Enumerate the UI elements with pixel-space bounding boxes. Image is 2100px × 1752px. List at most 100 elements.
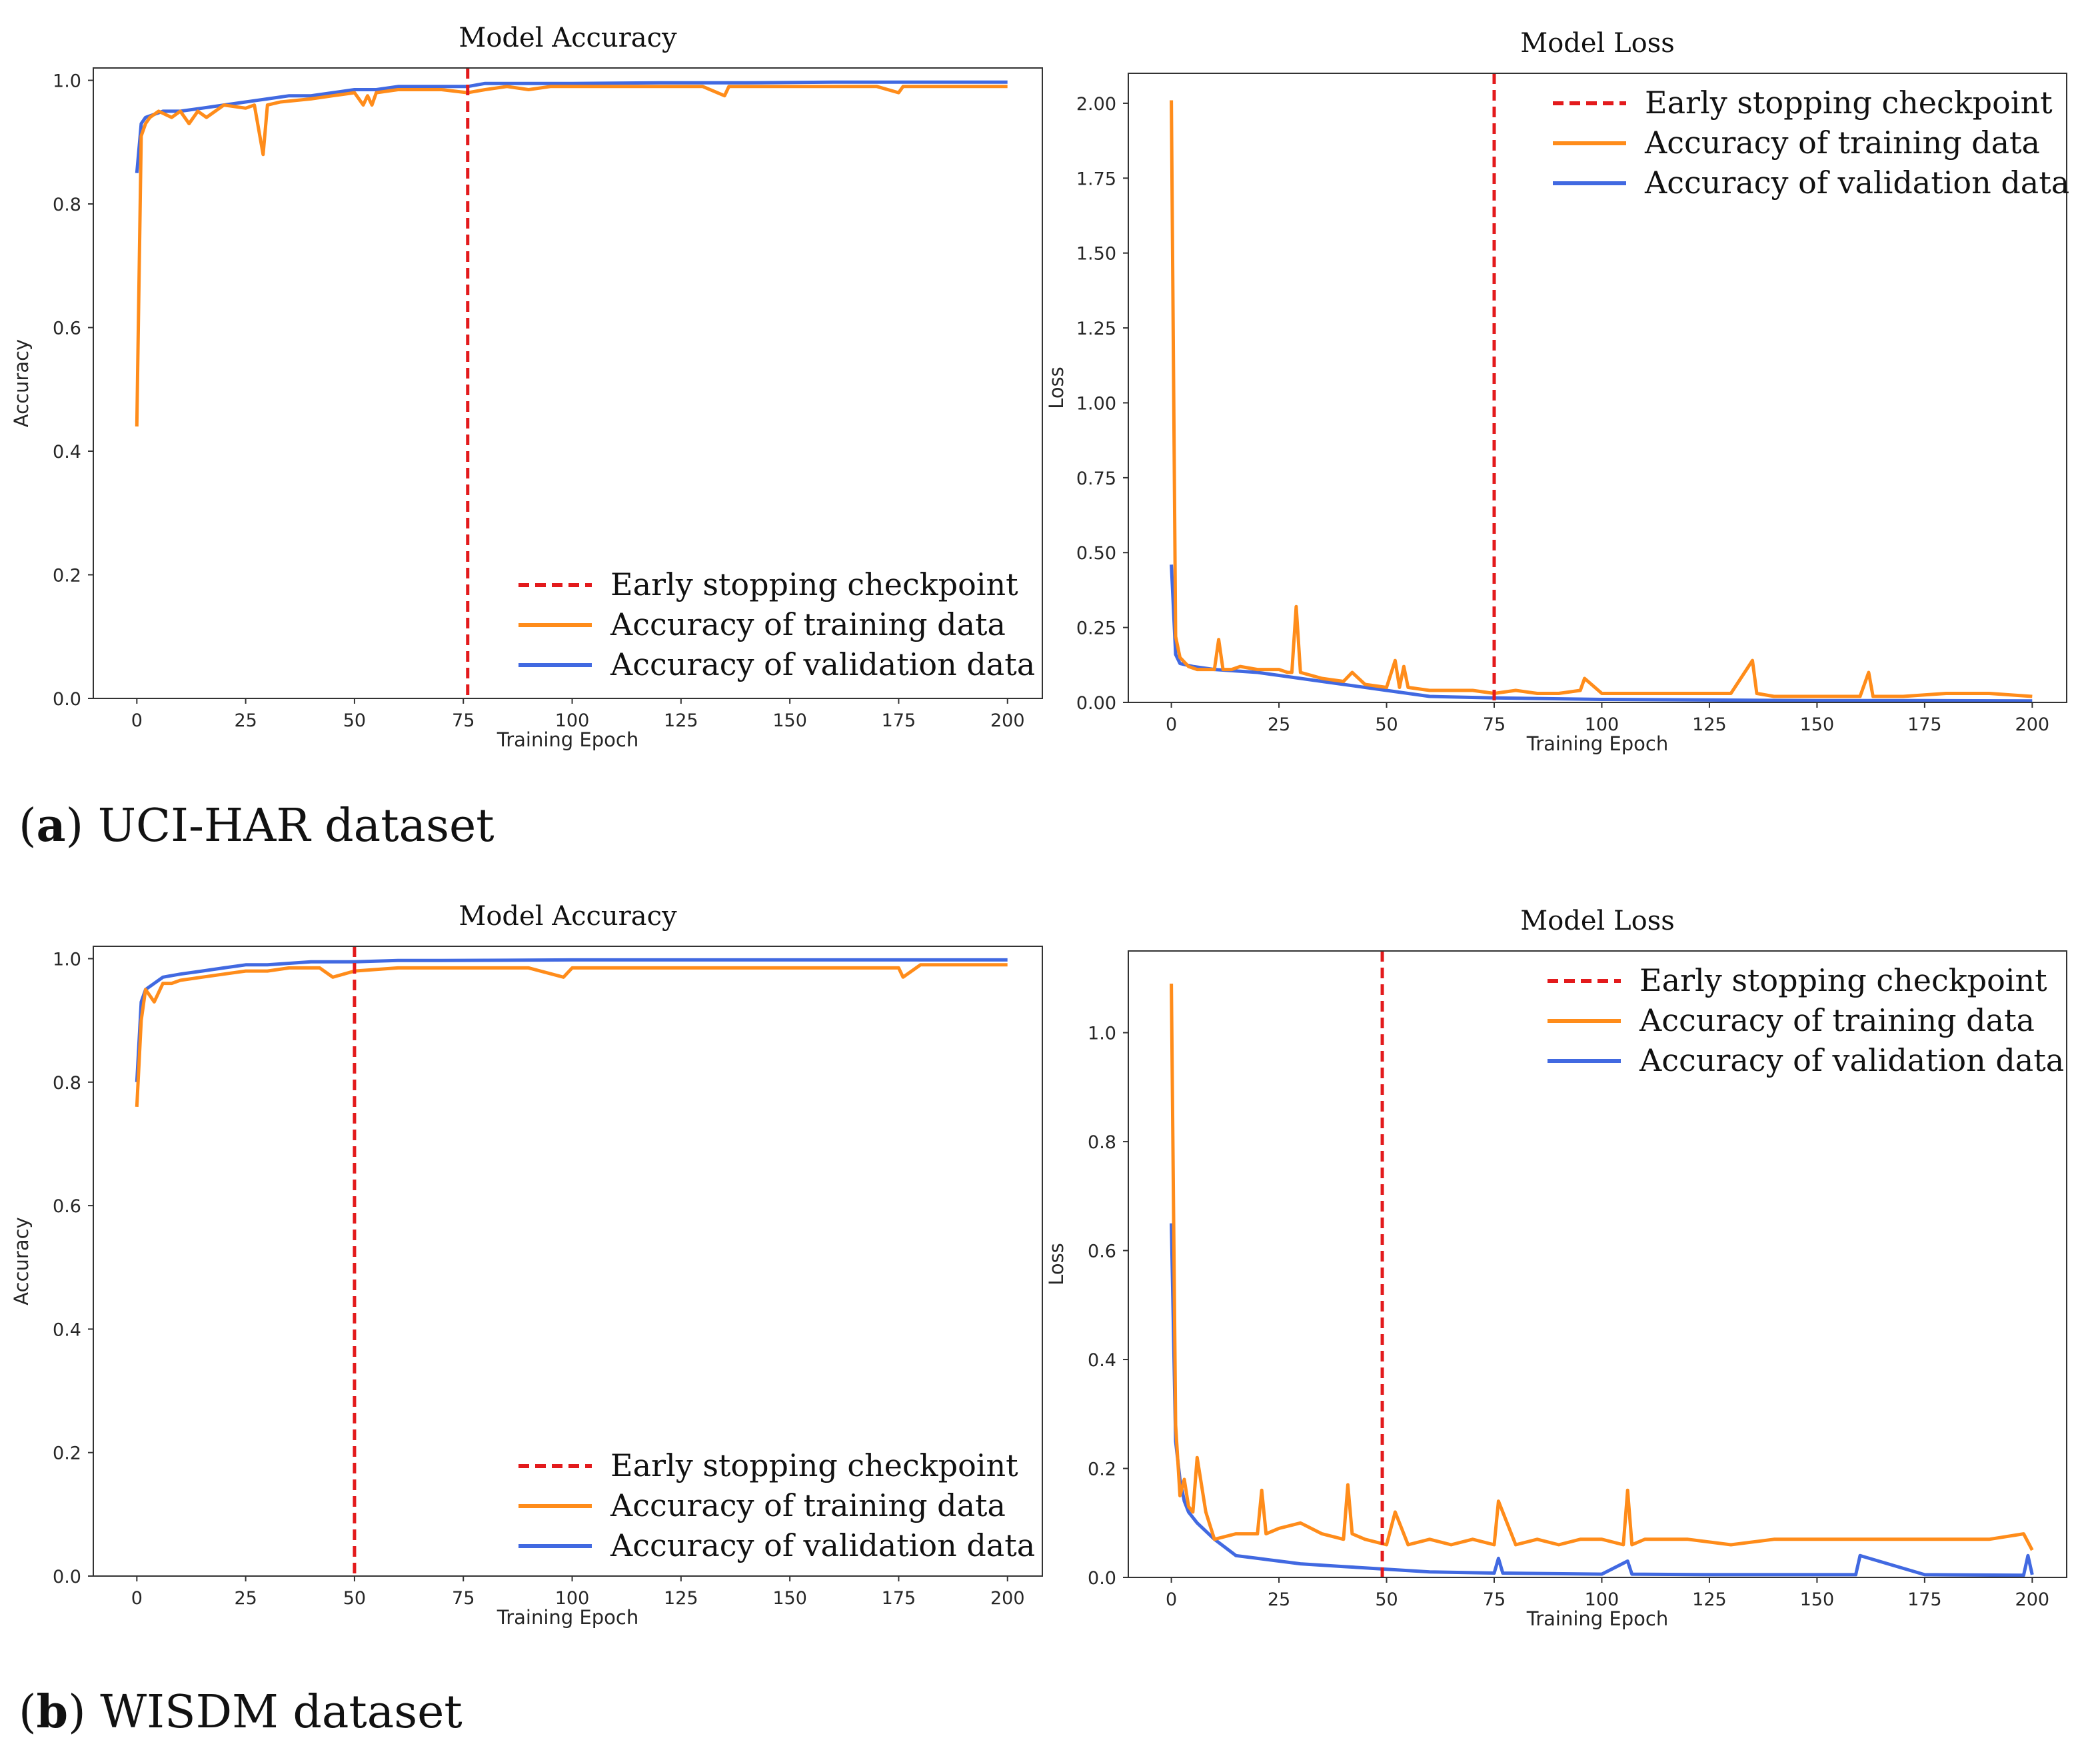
- chart-3-title: Model Accuracy: [459, 901, 677, 932]
- chart-4-xtick-label-0: 0: [1166, 1589, 1177, 1610]
- chart-4-legend: Early stopping checkpoint Accuracy of tra…: [1548, 962, 2064, 1078]
- chart-2-ytick-label-3: 0.75: [1076, 468, 1116, 489]
- chart-1-xtick-label-0: 0: [131, 710, 143, 731]
- chart-4-ytick-label-4: 0.8: [1088, 1132, 1116, 1153]
- chart-3-ytick-label-4: 0.8: [53, 1073, 81, 1094]
- chart-1-xtick-label-4: 100: [555, 710, 590, 731]
- chart-3-xtick-label-5: 125: [664, 1588, 698, 1609]
- chart-panel-1: Model Accuracy 0 25 50 75 100 125 150 175 200 0.0 0…: [10, 23, 1043, 751]
- chart-2-series-training-line: [1170, 100, 2033, 698]
- chart-2-xtick-label-8: 200: [2015, 714, 2050, 735]
- chart-1-legend: Early stopping checkpoint Accuracy of tra…: [519, 566, 1035, 682]
- chart-1-title: Model Accuracy: [459, 23, 677, 53]
- chart-3-xtick-label-8: 200: [990, 1588, 1025, 1609]
- chart-1-series-validation-line: [135, 80, 1008, 173]
- caption-b: (b) WISDM dataset: [19, 1685, 463, 1739]
- chart-1-frame: [93, 67, 1043, 699]
- chart-1-ytick-label-4: 0.8: [53, 195, 81, 215]
- chart-1-legend-label-1: Accuracy of training data: [610, 606, 1006, 642]
- chart-2-ytick-label-5: 1.25: [1076, 319, 1116, 339]
- chart-1-ytick-label-3: 0.6: [53, 319, 81, 339]
- chart-1-ylabel: Accuracy: [10, 339, 33, 427]
- chart-1-ytick-label-1: 0.2: [53, 566, 81, 586]
- chart-3-ytick-label-5: 1.0: [53, 950, 81, 970]
- chart-2-legend-label-2: Accuracy of validation data: [1644, 165, 2069, 201]
- chart-4-series-validation-line: [1170, 1223, 2034, 1577]
- caption-b-text: WISDM dataset: [86, 1686, 463, 1739]
- chart-1-xtick-label-2: 50: [343, 710, 366, 731]
- chart-4-xtick-label-4: 100: [1585, 1589, 1619, 1610]
- chart-1-legend-label-2: Accuracy of validation data: [610, 646, 1035, 682]
- chart-1-xtick-label-7: 175: [882, 710, 916, 731]
- chart-4-xtick-label-6: 150: [1800, 1589, 1835, 1610]
- caption-b-open: (: [19, 1686, 37, 1739]
- chart-1-ytick-label-0: 0.0: [53, 689, 81, 710]
- chart-4-xtick-label-7: 175: [1907, 1589, 1942, 1610]
- caption-b-close: ): [68, 1686, 86, 1739]
- chart-3-xlabel: Training Epoch: [497, 1606, 638, 1629]
- chart-1-xtick-label-6: 150: [772, 710, 807, 731]
- chart-2-legend-label-0: Early stopping checkpoint: [1645, 85, 2053, 121]
- chart-2-xtick-label-6: 150: [1800, 714, 1835, 735]
- caption-a: (a) UCI-HAR dataset: [19, 799, 495, 852]
- chart-4-xtick-label-8: 200: [2015, 1589, 2050, 1610]
- caption-a-open: (: [19, 800, 37, 852]
- chart-2-xlabel: Training Epoch: [1526, 732, 1668, 755]
- chart-2-ytick-label-7: 1.75: [1076, 169, 1116, 189]
- chart-4-legend-label-0: Early stopping checkpoint: [1639, 962, 2047, 998]
- chart-2-ytick-label-2: 0.50: [1076, 543, 1116, 564]
- chart-3-legend-label-0: Early stopping checkpoint: [610, 1447, 1018, 1483]
- chart-4-xtick-label-2: 50: [1375, 1589, 1398, 1610]
- chart-2-ytick-label-0: 0.00: [1076, 693, 1116, 714]
- chart-1-legend-label-0: Early stopping checkpoint: [610, 566, 1018, 602]
- chart-2-ytick-label-8: 2.00: [1076, 94, 1116, 115]
- chart-3-legend: Early stopping checkpoint Accuracy of tra…: [519, 1447, 1035, 1563]
- chart-2-xtick-label-1: 25: [1268, 714, 1290, 735]
- chart-1-xtick-label-3: 75: [452, 710, 475, 731]
- chart-4-ylabel: Loss: [1045, 1243, 1068, 1286]
- chart-3-xtick-label-3: 75: [452, 1588, 475, 1609]
- chart-1-xtick-label-5: 125: [664, 710, 698, 731]
- chart-3-ytick-label-0: 0.0: [53, 1567, 81, 1587]
- chart-3-xtick-label-0: 0: [131, 1588, 143, 1609]
- chart-2-xtick-label-0: 0: [1166, 714, 1177, 735]
- caption-a-text: UCI-HAR dataset: [83, 800, 494, 852]
- chart-2-xtick-label-3: 75: [1483, 714, 1506, 735]
- chart-4-xlabel: Training Epoch: [1526, 1607, 1668, 1630]
- chart-panel-3: Model Accuracy 0 25 50 75 100 125 150 175 200 0.0 0…: [10, 901, 1043, 1629]
- chart-1-xtick-label-8: 200: [990, 710, 1025, 731]
- chart-4-legend-label-2: Accuracy of validation data: [1639, 1042, 2064, 1078]
- chart-2-xtick-label-5: 125: [1692, 714, 1727, 735]
- chart-4-xtick-label-3: 75: [1483, 1589, 1506, 1610]
- caption-a-letter: a: [37, 799, 66, 852]
- chart-1-series-training-line: [135, 85, 1008, 427]
- chart-2-frame: [1128, 73, 2067, 703]
- chart-2-ytick-label-6: 1.50: [1076, 244, 1116, 265]
- chart-2-ytick-label-4: 1.00: [1076, 393, 1116, 414]
- chart-3-ylabel: Accuracy: [10, 1217, 33, 1305]
- chart-2-xtick-label-4: 100: [1585, 714, 1619, 735]
- chart-3-ytick-label-3: 0.6: [53, 1196, 81, 1217]
- chart-1-xlabel: Training Epoch: [497, 728, 638, 751]
- chart-3-series-validation-line: [135, 958, 1008, 1082]
- chart-3-xtick-label-1: 25: [234, 1588, 257, 1609]
- chart-2-xtick-label-7: 175: [1907, 714, 1942, 735]
- chart-4-legend-label-1: Accuracy of training data: [1639, 1002, 2035, 1038]
- chart-4-ytick-label-3: 0.6: [1088, 1242, 1116, 1262]
- chart-3-legend-label-1: Accuracy of training data: [610, 1487, 1006, 1523]
- chart-2-legend: Early stopping checkpoint Accuracy of tra…: [1553, 85, 2069, 201]
- caption-b-letter: b: [37, 1685, 69, 1739]
- chart-4-title: Model Loss: [1520, 906, 1675, 936]
- chart-3-xtick-label-6: 150: [772, 1588, 807, 1609]
- chart-2-ytick-label-1: 0.25: [1076, 618, 1116, 639]
- chart-1-xtick-label-1: 25: [234, 710, 257, 731]
- chart-3-xtick-label-4: 100: [555, 1588, 590, 1609]
- chart-4-xtick-label-1: 25: [1268, 1589, 1290, 1610]
- chart-4-frame: [1128, 950, 2067, 1578]
- caption-a-close: ): [66, 800, 84, 852]
- chart-2-legend-label-1: Accuracy of training data: [1644, 125, 2040, 161]
- chart-4-ytick-label-1: 0.2: [1088, 1459, 1116, 1480]
- chart-3-xtick-label-7: 175: [882, 1588, 916, 1609]
- chart-3-xtick-label-2: 50: [343, 1588, 366, 1609]
